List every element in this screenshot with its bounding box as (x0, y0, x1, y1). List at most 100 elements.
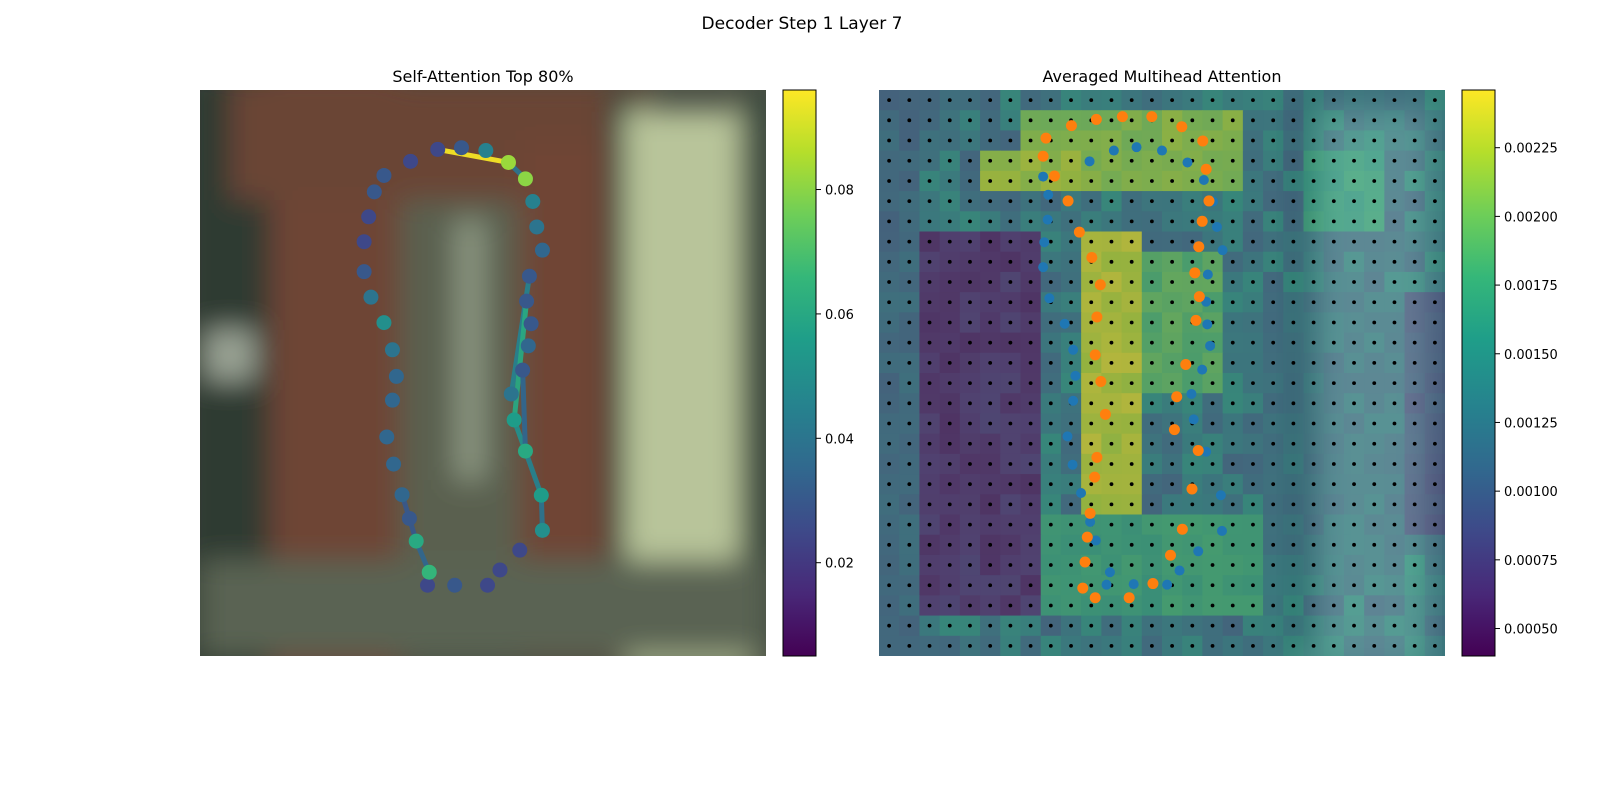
grid-dot (907, 482, 912, 487)
grid-dot (947, 340, 952, 345)
grid-dot (1210, 239, 1215, 244)
grid-dot (1412, 138, 1417, 143)
grid-dot (1048, 421, 1053, 426)
grid-dot (1372, 563, 1377, 567)
grid-dot (1291, 320, 1296, 325)
grid-dot (1109, 158, 1114, 163)
grid-dot (947, 199, 952, 204)
grid-dot (1251, 583, 1255, 588)
grid-dot (1048, 643, 1053, 648)
grid-dot (1008, 401, 1013, 406)
grid-dot (1109, 542, 1114, 547)
predicted-contour-point (1197, 135, 1209, 147)
predicted-contour-point (1193, 291, 1205, 303)
grid-dot (947, 421, 952, 426)
grid-dot (1109, 623, 1114, 628)
grid-dot (1109, 280, 1114, 284)
input-contour-point (1198, 174, 1209, 185)
grid-dot (1210, 219, 1215, 224)
grid-dot (1412, 360, 1417, 365)
grid-dot (887, 563, 892, 567)
grid-dot (927, 239, 932, 244)
grid-dot (1170, 563, 1175, 567)
grid-dot (1352, 542, 1356, 547)
grid-dot (947, 583, 952, 588)
grid-dot (988, 542, 993, 547)
grid-dot (927, 401, 932, 406)
grid-dot (1129, 542, 1134, 547)
grid-dot (1170, 340, 1175, 345)
grid-dot (1129, 643, 1134, 648)
grid-dot (1230, 320, 1235, 325)
grid-dot (1008, 118, 1013, 123)
grid-dot (1190, 441, 1195, 446)
grid-dot (1372, 603, 1377, 608)
predicted-contour-point (1189, 267, 1201, 279)
grid-dot (907, 219, 912, 224)
grid-dot (1432, 421, 1437, 426)
grid-dot (1291, 219, 1296, 224)
grid-dot (1230, 138, 1235, 143)
grid-dot (927, 138, 932, 143)
grid-dot (1129, 502, 1134, 507)
grid-dot (927, 502, 932, 507)
grid-dot (1129, 482, 1134, 487)
grid-dot (1412, 179, 1417, 183)
grid-dot (1392, 401, 1397, 406)
colorbar-tick-label: 0.00150 (1504, 348, 1558, 363)
contour-point (523, 316, 539, 332)
grid-dot (1149, 199, 1154, 204)
input-contour-point (1085, 516, 1096, 527)
grid-dot (1109, 522, 1114, 527)
grid-dot (1432, 583, 1437, 588)
grid-dot (1352, 421, 1356, 426)
grid-dot (1149, 603, 1154, 608)
grid-dot (1028, 421, 1033, 426)
grid-dot (1170, 300, 1175, 305)
grid-dot (1271, 199, 1276, 204)
grid-dot (1048, 340, 1053, 345)
grid-dot (1170, 219, 1175, 224)
grid-dot (1109, 239, 1114, 244)
grid-dot (1069, 421, 1073, 426)
grid-dot (1432, 381, 1437, 386)
grid-dot (1372, 320, 1377, 325)
grid-dot (1271, 98, 1276, 103)
grid-dot (927, 482, 932, 487)
grid-dot (1109, 199, 1114, 204)
grid-dot (1392, 462, 1397, 466)
grid-dot (1069, 643, 1073, 648)
input-contour-point (1076, 487, 1087, 498)
colorbar-tick-label: 0.06 (825, 308, 854, 323)
grid-dot (1190, 239, 1195, 244)
contour-point (403, 153, 419, 169)
colorbar-tick-label: 0.00050 (1504, 623, 1558, 638)
grid-dot (1028, 259, 1033, 264)
grid-dot (1048, 259, 1053, 264)
grid-dot (1412, 563, 1417, 567)
grid-dot (1392, 280, 1397, 284)
grid-dot (1210, 643, 1215, 648)
predicted-contour-point (1146, 111, 1158, 123)
grid-dot (1352, 158, 1356, 163)
grid-dot (947, 643, 952, 648)
input-contour-point (1038, 262, 1049, 273)
grid-dot (988, 381, 993, 386)
grid-dot (1129, 98, 1134, 103)
grid-dot (1372, 583, 1377, 588)
grid-dot (988, 300, 993, 305)
grid-dot (1352, 340, 1356, 345)
grid-dot (1311, 98, 1316, 103)
grid-dot (927, 259, 932, 264)
grid-dot (1008, 158, 1013, 163)
grid-dot (1271, 542, 1276, 547)
grid-dot (1210, 158, 1215, 163)
predicted-contour-point (1196, 215, 1208, 227)
grid-dot (1069, 300, 1073, 305)
grid-dot (1109, 502, 1114, 507)
grid-dot (927, 158, 932, 163)
input-contour-point (1211, 221, 1222, 232)
grid-dot (1069, 542, 1073, 547)
grid-dot (1311, 583, 1316, 588)
predicted-contour-point (1203, 195, 1215, 207)
